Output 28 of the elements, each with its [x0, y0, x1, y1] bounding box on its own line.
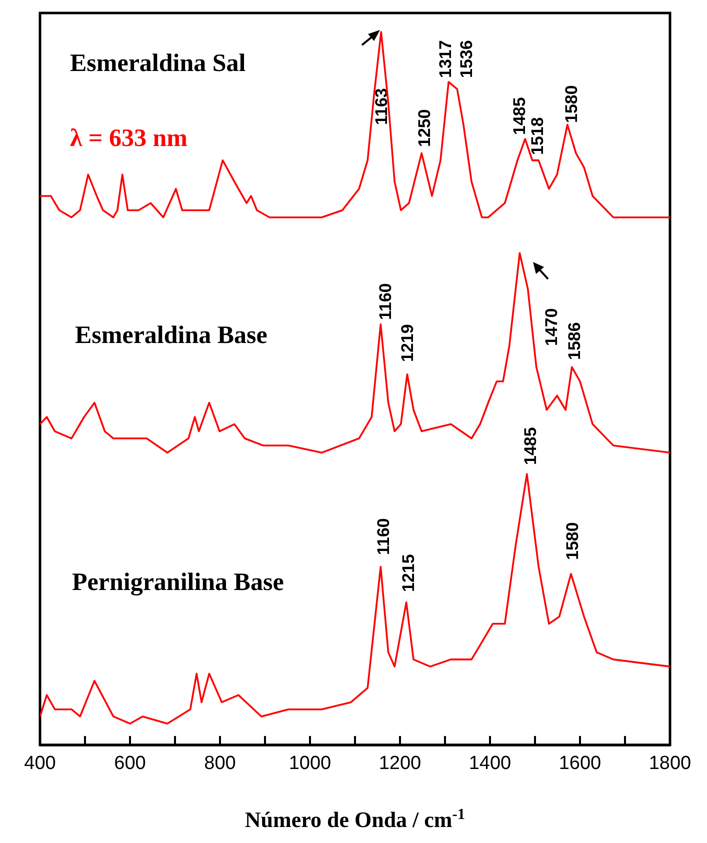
x-tick-label: 1000 [288, 753, 332, 774]
annotation: 1163 [372, 88, 391, 125]
x-tick-label: 800 [204, 753, 236, 774]
x-tick-label: 1200 [378, 753, 422, 774]
x-tick-label: 600 [114, 753, 146, 774]
annotation: 1580 [562, 85, 581, 123]
annotation: 1470 [542, 308, 561, 346]
annotation: 1485 [521, 427, 540, 465]
x-tick-label: 1600 [558, 753, 602, 774]
annotation: 1160 [374, 518, 393, 555]
annotation: 1586 [565, 322, 584, 360]
annotation: 1580 [563, 522, 582, 560]
annotation: Esmeraldina Sal [70, 50, 246, 77]
x-axis-title: Número de Onda / cm$^{-1}$ [244, 806, 466, 832]
annotation: 1160 [376, 283, 395, 320]
annotation: Esmeraldina Base [75, 322, 268, 349]
annotation: λ = 633 nm [70, 125, 188, 152]
annotation: 1536 [457, 40, 476, 78]
annotation: 1485 [510, 97, 529, 135]
annotation: 1250 [415, 109, 434, 147]
x-tick-label: 1800 [648, 753, 692, 774]
annotation: Pernigranilina Base [72, 569, 284, 596]
annotation: 1317 [436, 40, 455, 78]
x-tick-label: 400 [24, 753, 56, 774]
annotation: 1215 [399, 554, 418, 592]
x-tick-label: 1400 [468, 753, 512, 774]
annotation: 1219 [398, 324, 417, 362]
annotation: 1518 [528, 117, 547, 155]
